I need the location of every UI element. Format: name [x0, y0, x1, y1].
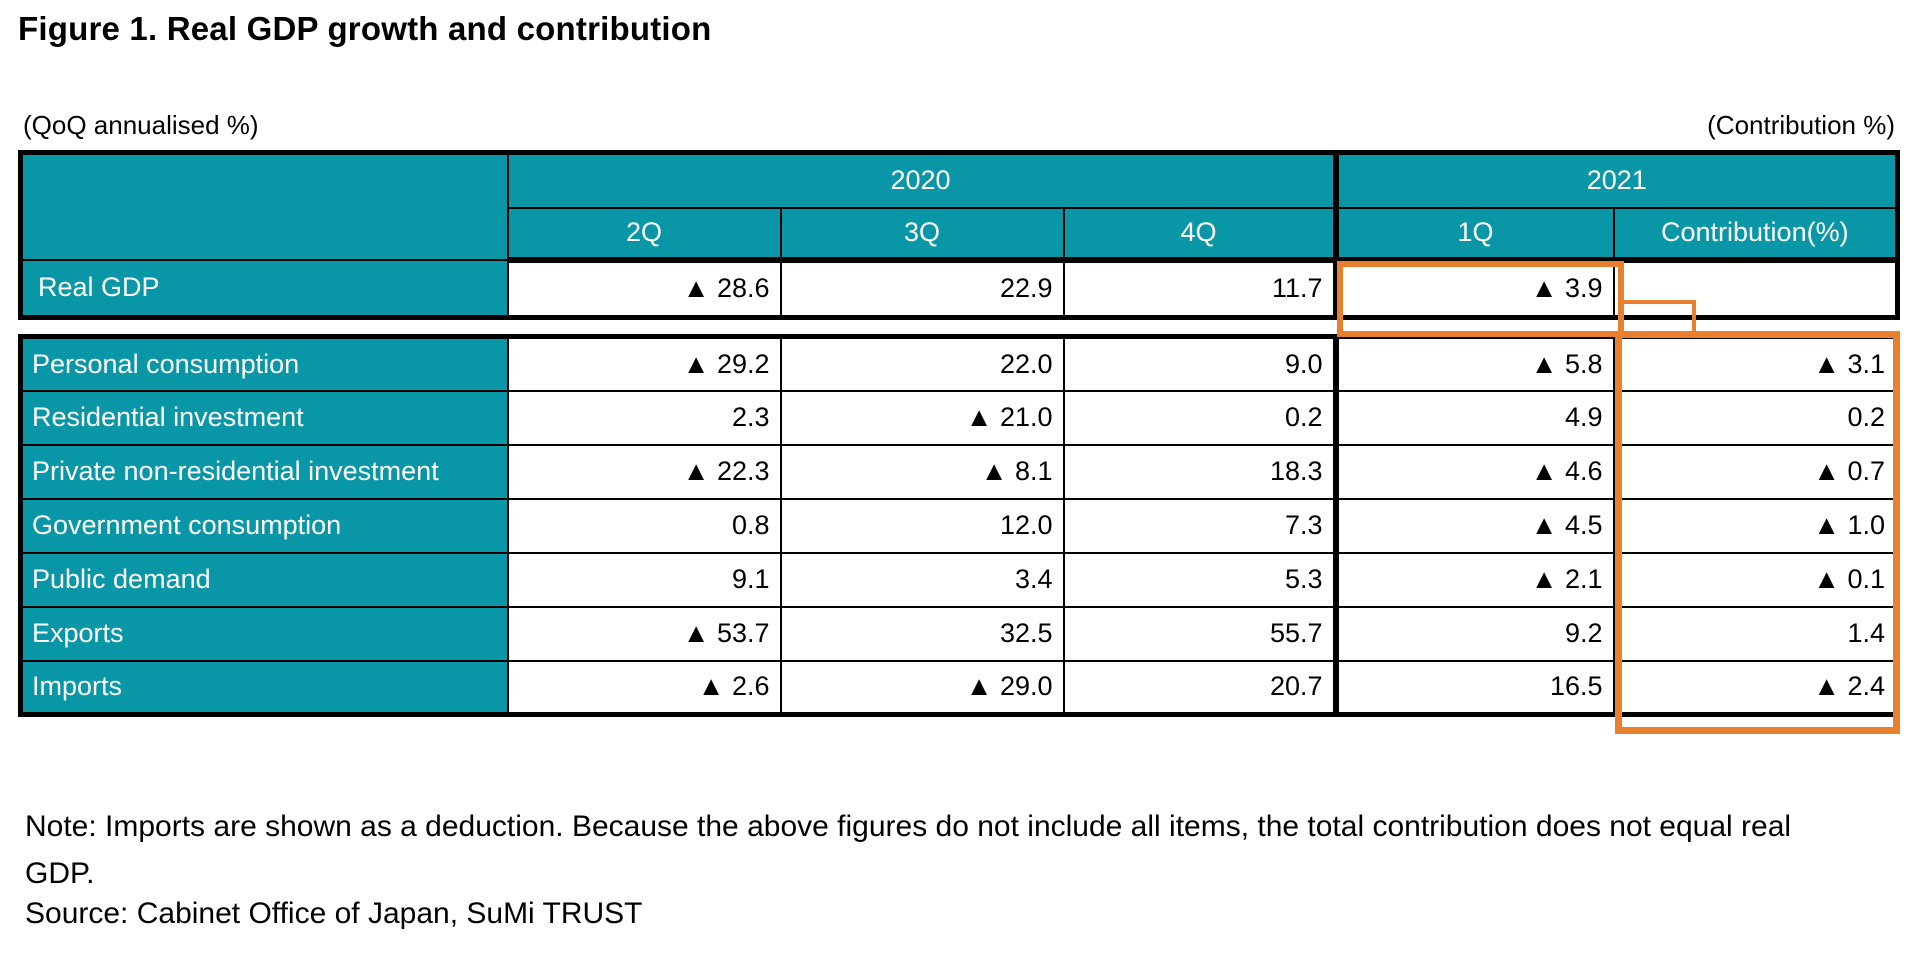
col-header-4q: 4Q [1062, 206, 1337, 263]
row-label: Government consumption [19, 497, 509, 554]
row-label: Imports [19, 659, 509, 716]
value-cell: 9.0 [1062, 335, 1337, 392]
value-cell: ▲ 21.0 [779, 389, 1065, 446]
right-unit-label: (Contribution %) [1707, 110, 1895, 140]
value-cell: ▲ 3.1 [1612, 335, 1899, 392]
left-unit-label: (QoQ annualised %) [23, 110, 259, 140]
value-cell: ▲ 0.7 [1612, 443, 1899, 500]
value-cell: 9.2 [1332, 605, 1615, 662]
real-gdp-label: Real GDP [19, 258, 509, 319]
source-text: Source: Cabinet Office of Japan, SuMi TR… [25, 897, 643, 930]
component-row-residential-investment: Residential investment 2.3 ▲ 21.0 0.2 4.… [19, 389, 1899, 446]
real-gdp-value-2q: ▲ 28.6 [506, 258, 782, 319]
value-cell: 18.3 [1062, 443, 1337, 500]
value-cell: ▲ 4.6 [1332, 443, 1615, 500]
row-label: Personal consumption [19, 335, 509, 392]
corner-cell [19, 151, 509, 261]
value-cell: 3.4 [779, 551, 1065, 608]
row-label: Private non-residential investment [19, 443, 509, 500]
highlight-connector-vertical [1692, 300, 1696, 336]
col-header-3q: 3Q [779, 206, 1065, 263]
real-gdp-value-3q: 22.9 [779, 258, 1065, 319]
row-label: Public demand [19, 551, 509, 608]
value-cell: ▲ 8.1 [779, 443, 1065, 500]
value-cell: ▲ 0.1 [1612, 551, 1899, 608]
value-cell: ▲ 5.8 [1332, 335, 1615, 392]
value-cell: 12.0 [779, 497, 1065, 554]
value-cell: ▲ 29.0 [779, 659, 1065, 716]
year-2021-header: 2021 [1332, 151, 1899, 209]
year-2020-header: 2020 [506, 151, 1337, 209]
value-cell: ▲ 1.0 [1612, 497, 1899, 554]
real-gdp-contribution-empty [1612, 258, 1899, 319]
value-cell: ▲ 2.4 [1612, 659, 1899, 716]
value-cell: 9.1 [506, 551, 782, 608]
year-header-row: 2020 2021 [19, 151, 1899, 261]
value-cell: ▲ 29.2 [506, 335, 782, 392]
value-cell: 7.3 [1062, 497, 1337, 554]
value-cell: 2.3 [506, 389, 782, 446]
component-row-private-non-residential-investment: Private non-residential investment ▲ 22.… [19, 443, 1899, 500]
highlight-connector-horizontal [1622, 300, 1696, 304]
value-cell: 4.9 [1332, 389, 1615, 446]
col-header-2q: 2Q [506, 206, 782, 263]
component-row-public-demand: Public demand 9.1 3.4 5.3 ▲ 2.1 ▲ 0.1 [19, 551, 1899, 608]
quarter-header-row: 2Q 3Q 4Q 1Q Contribution(%) [21, 206, 1899, 263]
row-label: Exports [19, 605, 509, 662]
value-cell: 16.5 [1332, 659, 1615, 716]
component-row-exports: Exports ▲ 53.7 32.5 55.7 9.2 1.4 [19, 605, 1899, 662]
component-row-government-consumption: Government consumption 0.8 12.0 7.3 ▲ 4.… [19, 497, 1899, 554]
component-row-imports: Imports ▲ 2.6 ▲ 29.0 20.7 16.5 ▲ 2.4 [19, 659, 1899, 716]
value-cell: 32.5 [779, 605, 1065, 662]
gdp-summary-table: 2020 2021 2Q 3Q 4Q 1Q Contribution(%) Re… [18, 150, 1901, 320]
value-cell: 5.3 [1062, 551, 1337, 608]
figure-title: Figure 1. Real GDP growth and contributi… [18, 10, 712, 47]
component-row-personal-consumption: Personal consumption ▲ 29.2 22.0 9.0 ▲ 5… [19, 335, 1899, 392]
value-cell: 20.7 [1062, 659, 1337, 716]
value-cell: 55.7 [1062, 605, 1337, 662]
value-cell: ▲ 2.6 [506, 659, 782, 716]
value-cell: ▲ 22.3 [506, 443, 782, 500]
value-cell: 22.0 [779, 335, 1065, 392]
row-label: Residential investment [19, 389, 509, 446]
value-cell: 0.2 [1612, 389, 1899, 446]
value-cell: 0.2 [1062, 389, 1337, 446]
gdp-components-table: Personal consumption ▲ 29.2 22.0 9.0 ▲ 5… [18, 334, 1900, 717]
value-cell: ▲ 4.5 [1332, 497, 1615, 554]
col-header-1q: 1Q [1332, 206, 1615, 263]
note-text: Note: Imports are shown as a deduction. … [25, 810, 1792, 890]
real-gdp-row: Real GDP ▲ 28.6 22.9 11.7 ▲ 3.9 [19, 258, 1899, 319]
value-cell: ▲ 53.7 [506, 605, 782, 662]
col-header-contribution: Contribution(%) [1612, 206, 1899, 263]
value-cell: 1.4 [1612, 605, 1899, 662]
real-gdp-value-1q: ▲ 3.9 [1332, 258, 1615, 319]
value-cell: ▲ 2.1 [1332, 551, 1615, 608]
real-gdp-value-4q: 11.7 [1062, 258, 1337, 319]
value-cell: 0.8 [506, 497, 782, 554]
